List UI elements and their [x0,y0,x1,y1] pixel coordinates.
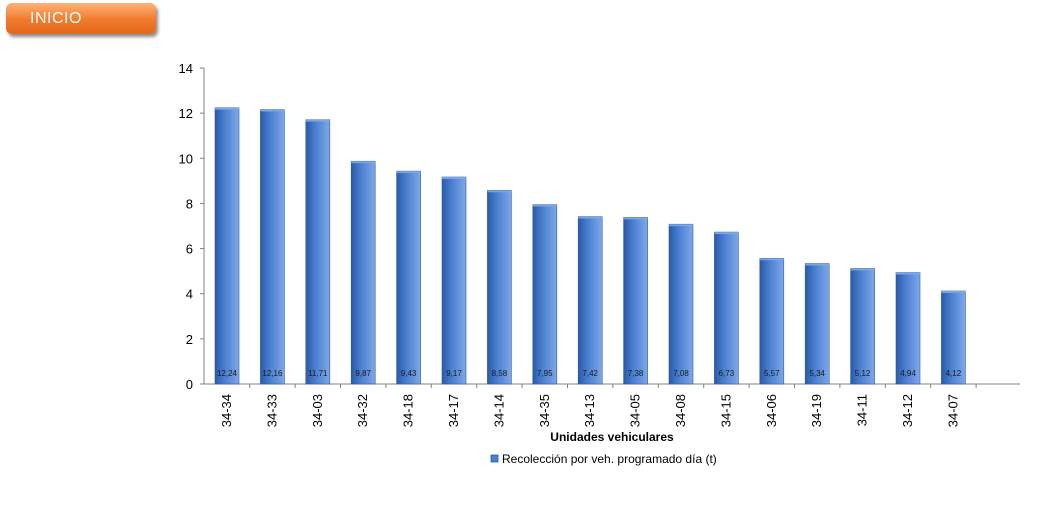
y-tick-label: 8 [186,196,193,211]
bar-top-highlight [623,217,648,220]
legend-label: Recolección por veh. programado día (t) [502,452,717,466]
bar-34-17 [441,176,467,385]
data-label: 9,17 [446,369,462,378]
legend-swatch [490,454,499,463]
bar-34-34 [214,107,240,385]
data-label: 9,43 [401,369,417,378]
x-tick-label: 34-18 [401,394,416,427]
data-label: 9,87 [355,369,371,378]
x-tick-label: 34-06 [764,394,779,427]
bar-top-highlight [351,161,376,164]
x-tick-label: 34-12 [900,394,915,427]
x-tick-label: 34-13 [582,394,597,427]
data-label: 5,34 [809,369,825,378]
x-tick-label: 34-03 [310,394,325,427]
x-tick-label: 34-34 [219,394,234,427]
data-label: 7,95 [537,369,553,378]
x-tick-label: 34-14 [491,394,506,427]
bar-34-32 [350,160,376,385]
x-tick-label: 34-11 [855,394,870,426]
x-axis-title: Unidades vehiculares [550,430,674,444]
bar-top-highlight [759,258,784,261]
bar-34-19 [804,263,830,385]
bar-top-highlight [260,109,285,112]
x-tick-label: 34-15 [718,394,733,427]
y-tick-label: 6 [186,242,193,257]
x-tick-label: 34-32 [355,394,370,427]
bar-top-highlight [578,216,603,219]
bar-34-35 [532,204,558,385]
bar-34-05 [623,217,648,385]
data-label: 12,16 [262,369,283,378]
x-tick-label: 34-35 [537,394,552,427]
data-label: 12,24 [217,369,238,378]
data-label: 7,08 [673,369,689,378]
bar-34-33 [260,109,285,385]
bar-top-highlight [941,291,966,294]
bar-top-highlight [305,119,330,122]
bar-top-highlight [805,263,830,266]
bar-34-08 [668,223,694,385]
bar-34-14 [487,190,512,385]
y-tick-label: 12 [179,106,193,121]
bar-top-highlight [896,272,920,275]
bar-top-highlight [396,171,421,174]
y-tick-label: 4 [186,287,193,302]
legend: Recolección por veh. programado día (t) [490,452,717,466]
bar-top-highlight [215,107,239,110]
bar-34-12 [895,272,921,385]
bar-34-11 [850,268,875,385]
x-tick-label: 34-07 [945,394,960,427]
bar-top-highlight [669,224,693,227]
data-label: 5,57 [764,369,780,378]
bar-top-highlight [532,204,557,207]
x-tick-label: 34-33 [264,394,279,427]
x-tick-label: 34-17 [446,394,461,427]
bar-34-15 [714,231,739,385]
data-label: 4,94 [900,369,916,378]
y-tick-label: 10 [179,151,193,166]
bar-top-highlight [850,268,875,271]
data-label: 7,38 [628,369,644,378]
y-tick-label: 14 [179,61,193,76]
data-label: 4,12 [946,369,962,378]
bar-34-07 [941,290,966,385]
x-tick-label: 34-05 [628,394,643,427]
bar-34-18 [396,170,421,385]
data-label: 5,12 [855,369,871,378]
data-label: 8,58 [492,369,508,378]
inicio-button[interactable]: INICIO [6,3,156,34]
inicio-label: INICIO [30,9,82,27]
bar-34-06 [759,257,785,385]
data-label: 7,42 [582,369,598,378]
x-tick-label: 34-19 [809,394,824,427]
y-tick-label: 2 [186,332,193,347]
x-tick-label: 34-08 [673,394,688,427]
y-tick-label: 0 [186,377,193,392]
bar-top-highlight [487,190,512,193]
bar-34-13 [577,216,603,385]
bar-top-highlight [714,232,739,235]
bar-34-03 [305,119,331,385]
data-label: 11,71 [308,369,328,378]
bar-top-highlight [442,177,466,180]
data-label: 6,73 [719,369,735,378]
